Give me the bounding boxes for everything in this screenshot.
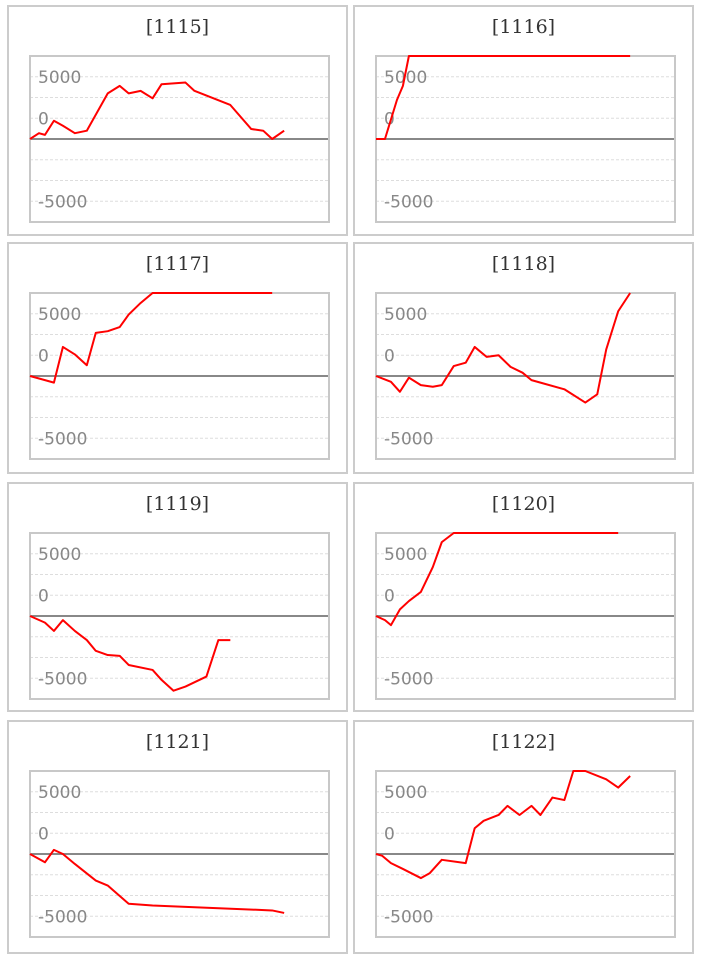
chart-title: [1122] [491,731,556,753]
chart-panel: [1115] 5000 0 -5000 [7,5,348,236]
series-line [375,770,631,880]
y-tick-label: 0 [384,346,395,366]
y-tick-label: -5000 [384,192,433,212]
series-line [375,532,619,627]
y-tick-label: 5000 [384,305,427,325]
chart-panel: [1120] 5000 0 -5000 [353,482,694,712]
y-tick-label: -5000 [38,192,87,212]
y-tick-label: 0 [384,586,395,606]
series-line [376,55,631,140]
chart-title: [1121] [145,731,210,753]
chart-panel: [1119] 5000 0 -5000 [7,482,348,712]
chart-panel: [1121] 5000 0 -5000 [7,720,348,954]
y-tick-label: 0 [38,586,49,606]
series-line [29,848,285,914]
line-chart: 5000 0 -5000 [375,292,676,460]
y-tick-label: 0 [384,109,395,129]
chart-title: [1119] [145,493,210,515]
line-chart: 5000 0 -5000 [375,55,676,223]
y-tick-label: 0 [38,824,49,844]
chart-title: [1117] [145,253,210,275]
line-chart: 5000 0 -5000 [375,532,676,700]
y-tick-label: 5000 [384,783,427,803]
y-tick-label: 5000 [38,783,81,803]
chart-title: [1118] [491,253,556,275]
y-tick-label: 0 [38,109,49,129]
chart-panel: [1118] 5000 0 -5000 [353,242,694,474]
y-tick-label: -5000 [384,907,433,927]
y-tick-label: -5000 [384,669,433,689]
line-chart: 5000 0 -5000 [29,292,330,460]
y-tick-label: 5000 [38,305,81,325]
chart-title: [1115] [145,16,210,38]
y-tick-label: 0 [384,824,395,844]
y-tick-label: 5000 [38,68,81,88]
y-tick-label: -5000 [384,429,433,449]
chart-title: [1120] [491,493,556,515]
y-tick-label: 5000 [384,545,427,565]
line-chart: 5000 0 -5000 [29,770,330,938]
y-tick-label: 5000 [38,545,81,565]
series-line [29,292,273,384]
chart-panel: [1116] 5000 0 -5000 [353,5,694,236]
chart-title: [1116] [491,16,556,38]
chart-panel: [1117] 5000 0 -5000 [7,242,348,474]
y-tick-label: 0 [38,346,49,366]
series-line [29,81,285,140]
line-chart: 5000 0 -5000 [29,55,330,223]
y-tick-label: -5000 [38,907,87,927]
series-line [29,615,231,692]
line-chart: 5000 0 -5000 [29,532,330,700]
series-line [375,292,631,404]
y-tick-label: 5000 [384,68,427,88]
line-chart: 5000 0 -5000 [375,770,676,938]
y-tick-label: -5000 [38,669,87,689]
y-tick-label: -5000 [38,429,87,449]
chart-panel: [1122] 5000 0 -5000 [353,720,694,954]
